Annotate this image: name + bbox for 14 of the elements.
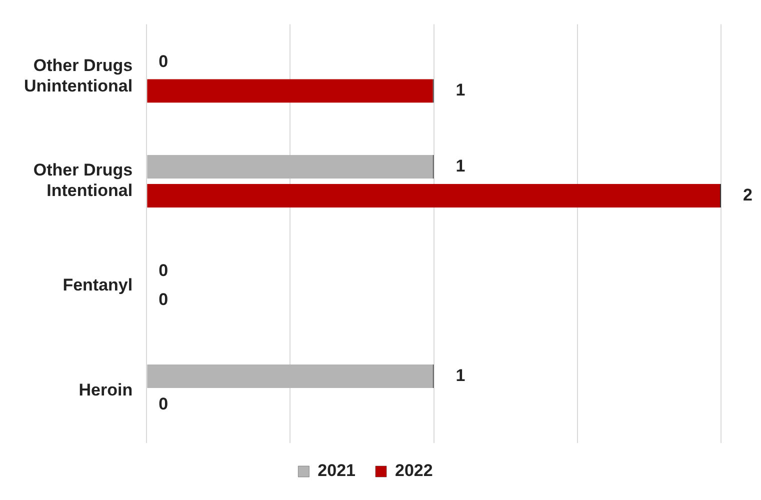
y-tick-label: Other Drugs Intentional	[33, 160, 133, 200]
y-tick-label: Fentanyl	[62, 276, 133, 295]
data-label: 0	[158, 52, 168, 71]
data-label: 1	[456, 366, 466, 385]
legend-label: 2021	[318, 461, 356, 480]
data-label: 1	[456, 156, 466, 176]
y-tick-label: Heroin	[78, 380, 133, 400]
data-label: 1	[456, 80, 466, 100]
legend-label: 2022	[395, 461, 433, 480]
data-label: 0	[158, 290, 168, 310]
data-label: 0	[158, 261, 168, 280]
y-tick-label: Other Drugs Unintentional	[24, 56, 133, 96]
data-label: 2	[743, 185, 752, 204]
data-label: 0	[158, 394, 168, 414]
